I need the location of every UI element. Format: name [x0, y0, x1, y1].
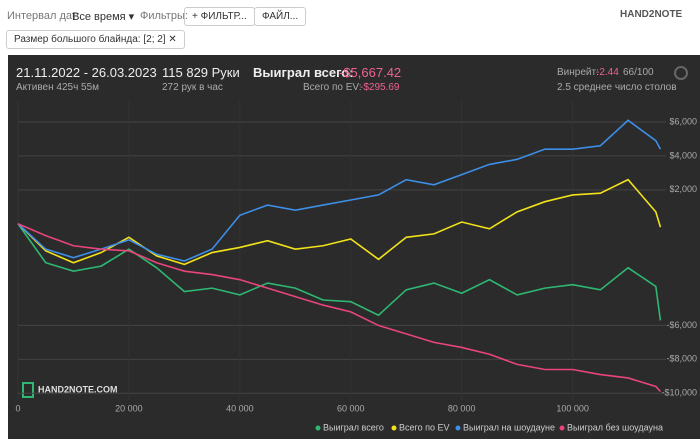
- settings-icon[interactable]: [674, 66, 688, 80]
- date-value: Все время: [72, 11, 126, 23]
- y-tick-label: $2,000: [669, 184, 697, 194]
- series-line: [17, 223, 662, 321]
- won-value: -$5,667.42: [339, 65, 402, 80]
- x-tick-label: 40 000: [226, 403, 254, 413]
- active-time: Активен 425ч 55м: [16, 82, 100, 93]
- legend-label: Выиграл на шоудауне: [463, 422, 555, 432]
- x-tick-label: 20 000: [115, 403, 143, 413]
- x-tick-label: 60 000: [337, 403, 365, 413]
- winrate-value: -2.44: [596, 67, 619, 78]
- hands: 115 829 Руки: [162, 65, 240, 80]
- x-tick-label: 0: [15, 403, 20, 413]
- logo: HAND2NOTE: [620, 9, 683, 20]
- file-button[interactable]: ФАЙЛ...: [254, 7, 307, 26]
- legend-label: Выиграл всего: [323, 422, 384, 432]
- watermark-icon: [22, 382, 34, 398]
- date-select[interactable]: Все время ▾: [72, 11, 135, 23]
- y-tick-label: $4,000: [669, 150, 697, 160]
- series-line: [17, 222, 662, 393]
- date-range: 21.11.2022 - 26.03.2023: [16, 65, 157, 80]
- winrate-label: Винрейт:: [557, 67, 599, 78]
- panel: [8, 55, 700, 439]
- legend-marker: [315, 425, 321, 431]
- watermark: HAND2NOTE.COM: [38, 384, 118, 394]
- legend-marker: [559, 425, 565, 431]
- series-line: [17, 178, 662, 266]
- x-tick-label: 100 000: [556, 403, 589, 413]
- won-label: Выиграл всего:: [253, 65, 354, 80]
- y-tick-label: -$8,000: [666, 354, 697, 364]
- ev-value: -$295.69: [360, 82, 400, 93]
- legend-marker: [391, 425, 397, 431]
- legend-label: Всего по EV: [399, 422, 449, 432]
- ev-label: Всего по EV:: [303, 82, 362, 93]
- y-tick-label: -$6,000: [666, 320, 697, 330]
- filter-chip[interactable]: Размер большого блайнда: [2; 2] ✕: [6, 30, 185, 49]
- filters-label: Фильтры:: [140, 10, 188, 22]
- winrate-ratio: 66/100: [623, 67, 654, 78]
- filter-chip-text: Размер большого блайнда: [2; 2]: [14, 34, 166, 45]
- tables: 2.5 среднее число столов: [557, 82, 677, 93]
- y-tick-label: -$10,000: [661, 388, 697, 398]
- y-tick-label: $6,000: [669, 116, 697, 126]
- date-label: Интервал дат:: [7, 10, 80, 22]
- legend-marker: [455, 425, 461, 431]
- filter-button-text: ФИЛЬТР...: [200, 11, 247, 22]
- x-tick-label: 80 000: [448, 403, 476, 413]
- filter-button[interactable]: + ФИЛЬТР...: [184, 7, 255, 26]
- series-line: [17, 119, 662, 262]
- legend-label: Выиграл без шоудауна: [567, 422, 663, 432]
- hands-per-hour: 272 рук в час: [162, 82, 223, 93]
